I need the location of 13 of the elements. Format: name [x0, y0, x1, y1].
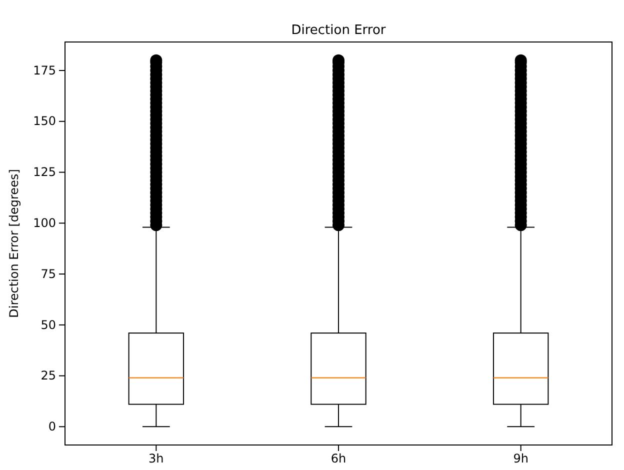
y-tick-label: 0	[48, 420, 56, 434]
y-tick-label: 175	[33, 63, 56, 78]
y-tick-label: 100	[33, 216, 56, 230]
y-tick-label: 150	[33, 114, 56, 128]
y-tick-label: 125	[33, 165, 56, 180]
x-tick-label: 3h	[148, 452, 164, 466]
y-axis-title: Direction Error [degrees]	[7, 169, 21, 318]
chart-title: Direction Error	[291, 23, 386, 38]
x-tick-label: 6h	[330, 452, 346, 466]
y-tick-label: 50	[40, 318, 56, 332]
x-tick-label: 9h	[513, 452, 528, 466]
y-tick-label: 75	[40, 266, 56, 281]
y-tick-label: 25	[40, 368, 56, 383]
